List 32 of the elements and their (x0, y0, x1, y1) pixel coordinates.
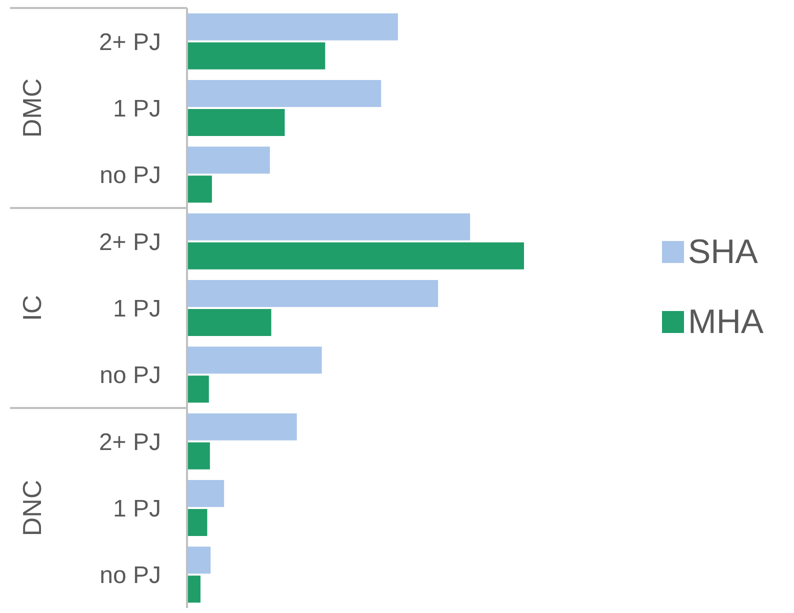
y-tick-label: 1 PJ (112, 496, 161, 523)
y-tick-label: 2+ PJ (98, 28, 161, 56)
legend-label: MHA (688, 302, 764, 342)
bar (187, 576, 200, 603)
legend-label: SHA (688, 232, 758, 272)
bar (187, 546, 211, 574)
bar (187, 242, 524, 270)
text: IC (16, 295, 47, 321)
bar (187, 80, 382, 107)
bar (187, 109, 285, 136)
y-tick-label: 1 PJ (112, 296, 161, 323)
bar (187, 309, 272, 336)
bar (187, 42, 326, 70)
bar (187, 442, 210, 470)
text: DNC (16, 480, 47, 536)
bar (187, 146, 270, 174)
bar (187, 376, 209, 403)
bar (187, 346, 322, 374)
y-tick-label: no PJ (100, 362, 161, 390)
y-tick-label: 2+ PJ (98, 228, 161, 256)
bar (187, 13, 398, 40)
text: DMC (16, 78, 47, 138)
y-tick-label: 1 PJ (112, 96, 161, 123)
bar (187, 480, 224, 507)
y-tick-label: no PJ (100, 162, 161, 190)
bar (187, 509, 208, 536)
y-tick-label: 2+ PJ (98, 428, 161, 456)
bar (187, 213, 470, 240)
y-tick-label: no PJ (100, 562, 161, 590)
bar (187, 176, 212, 203)
bar (187, 280, 438, 307)
bar (187, 413, 297, 440)
